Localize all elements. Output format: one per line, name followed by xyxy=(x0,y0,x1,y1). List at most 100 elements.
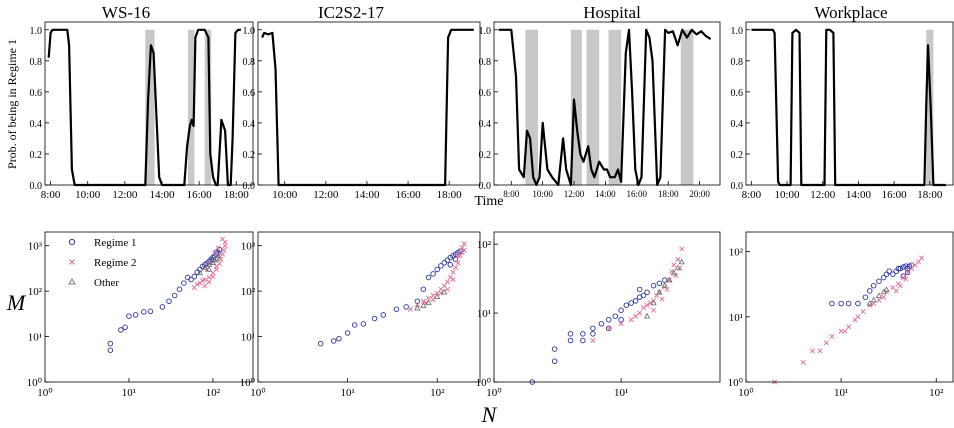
x-tick-label: 10¹ xyxy=(614,387,628,399)
y-tick-label: 10⁰ xyxy=(240,377,256,389)
regime2-point xyxy=(800,359,806,365)
x-tick-label: 16:00 xyxy=(396,189,422,201)
regime2-point xyxy=(893,288,899,294)
other-point xyxy=(414,304,421,311)
x-tick-label: 10:00 xyxy=(272,189,298,201)
y-tick-label: 10¹ xyxy=(241,332,255,344)
other-point xyxy=(670,269,677,276)
regime2-point xyxy=(637,310,643,316)
x-tick-label: 16:00 xyxy=(882,189,908,201)
regime2-point xyxy=(900,275,906,281)
regime1-point xyxy=(618,307,624,313)
regime2-point xyxy=(669,269,675,275)
y-tick-label: 0.0 xyxy=(731,181,744,192)
uncertainty-band xyxy=(586,29,600,186)
y-tick-label: 10³ xyxy=(28,241,43,253)
regime2-point xyxy=(876,297,882,303)
y-tick-label: 0.2 xyxy=(479,150,492,161)
regime2-point xyxy=(829,333,835,339)
regime1-point xyxy=(336,335,342,342)
regime2-point xyxy=(823,340,829,346)
other-point xyxy=(678,258,685,265)
regime1-probability-line-workplace xyxy=(751,28,946,187)
regime2-point xyxy=(212,250,218,256)
title-ws16: WS-16 xyxy=(102,3,150,22)
regime2-point xyxy=(457,253,463,259)
x-tick-label: 18:00 xyxy=(437,189,463,201)
other-point xyxy=(656,288,663,295)
regime2-point xyxy=(455,260,461,266)
x-tick-label: 8:00 xyxy=(41,189,61,201)
y-tick-label: 10⁰ xyxy=(476,377,492,389)
regime1-point xyxy=(166,298,172,304)
regime1-point xyxy=(371,315,378,322)
regime2-point xyxy=(206,279,212,285)
x-tick-label: 10¹ xyxy=(340,387,354,399)
regime2-point xyxy=(438,290,444,296)
regime1-point xyxy=(344,330,351,336)
x-tick-label: 8:00 xyxy=(503,189,520,199)
title-hospital: Hospital xyxy=(583,3,641,22)
regime1-point xyxy=(567,331,574,337)
uncertainty-band xyxy=(525,29,538,186)
regime2-point xyxy=(673,273,679,279)
y-tick-label: 1.0 xyxy=(731,26,744,37)
legend-regime1-label: Regime 1 xyxy=(94,237,136,249)
other-point xyxy=(441,288,448,295)
plot-frame xyxy=(257,231,481,383)
plot-frame xyxy=(745,21,954,186)
regime1-point xyxy=(897,265,904,272)
regime2-point xyxy=(444,279,450,285)
x-tick-label: 18:00 xyxy=(658,189,679,199)
regime1-point xyxy=(908,262,915,268)
regime2-point xyxy=(846,324,852,330)
regime1-point xyxy=(330,338,337,344)
top-y-axis-label: Prob. of being in Regime 1 xyxy=(5,39,19,169)
other-point xyxy=(866,299,873,306)
title-workplace: Workplace xyxy=(814,3,887,22)
regime2-point xyxy=(915,259,921,265)
regime2-point xyxy=(675,256,681,262)
regime1-point xyxy=(434,266,440,273)
y-tick-label: 0.2 xyxy=(30,150,43,161)
regime1-point xyxy=(862,294,869,300)
regime1-point xyxy=(895,265,902,272)
plot-frame xyxy=(44,231,254,383)
regime1-point xyxy=(191,273,198,280)
regime2-point xyxy=(430,293,436,299)
x-tick-label: 16:00 xyxy=(627,189,648,199)
regime2-point xyxy=(420,298,426,304)
regime1-point xyxy=(606,325,612,332)
regime2-point xyxy=(809,348,816,354)
y-tick-label: 10² xyxy=(729,247,744,259)
bottom-y-axis-label: M xyxy=(6,290,27,315)
y-tick-label: 10² xyxy=(241,286,256,298)
regime1-point xyxy=(414,298,421,304)
y-tick-label: 0.6 xyxy=(479,88,492,99)
x-tick-label: 20:00 xyxy=(689,189,710,199)
x-tick-label: 10:00 xyxy=(775,189,801,201)
regime1-point xyxy=(623,302,630,308)
regime1-probability-line-ic2s2 xyxy=(261,28,474,187)
x-tick-label: 12:00 xyxy=(112,189,138,201)
regime2-point xyxy=(407,306,413,312)
regime1-point xyxy=(904,269,911,276)
x-tick-label: 14:00 xyxy=(595,189,616,199)
y-tick-label: 0.8 xyxy=(479,57,492,68)
regime2-point xyxy=(860,309,866,315)
regime1-point xyxy=(838,300,844,307)
y-tick-label: 0.6 xyxy=(243,88,256,99)
x-tick-label: 10¹ xyxy=(122,387,136,399)
regime2-point xyxy=(206,274,212,280)
regime2-point xyxy=(461,241,467,247)
regime2-point xyxy=(450,269,456,275)
uncertainty-band xyxy=(204,29,212,186)
regime1-point xyxy=(883,271,890,277)
regime2-point xyxy=(426,295,432,301)
regime1-point xyxy=(644,289,650,296)
y-tick-label: 10² xyxy=(28,286,43,298)
regime1-point xyxy=(590,325,596,332)
regime2-point xyxy=(202,283,208,289)
x-tick-label: 10² xyxy=(206,387,221,399)
regime2-point xyxy=(855,314,861,320)
